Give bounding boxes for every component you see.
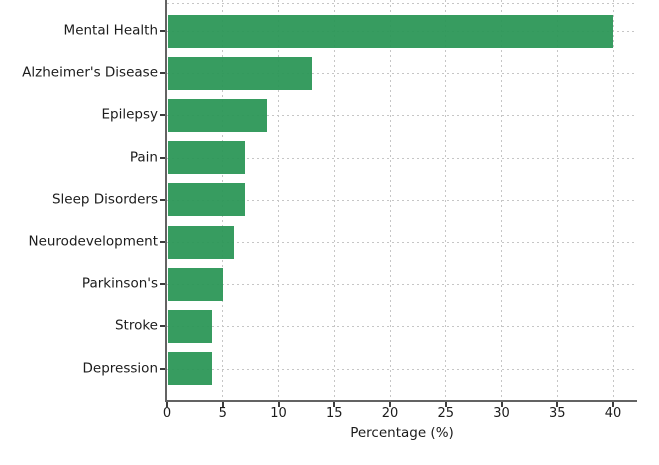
x-tick-label: 15	[325, 406, 343, 421]
x-tick-mark	[389, 402, 391, 407]
category-label: Depression	[82, 360, 158, 377]
y-tick-mark	[160, 283, 165, 286]
vertical-gridline	[501, 0, 502, 400]
category-label: Epilepsy	[101, 106, 159, 123]
category-label: Mental Health	[63, 22, 158, 39]
x-tick-mark	[166, 402, 168, 407]
horizontal-gridline	[167, 3, 637, 4]
vertical-gridline	[556, 0, 558, 400]
y-tick-mark	[160, 114, 165, 117]
bar	[168, 309, 212, 343]
x-tick-mark	[221, 402, 224, 407]
x-axis-title: Percentage (%)	[350, 425, 454, 441]
x-tick-mark	[277, 402, 280, 407]
vertical-gridline	[612, 0, 614, 400]
bar	[168, 225, 234, 259]
category-label: Parkinson's	[81, 275, 158, 292]
x-tick-label: 30	[493, 406, 510, 421]
bar	[168, 141, 246, 175]
x-tick-label: 25	[437, 406, 455, 421]
category-label: Sleep Disorders	[51, 191, 158, 208]
bar	[168, 352, 212, 386]
vertical-gridline	[445, 0, 447, 400]
vertical-gridline	[333, 0, 335, 400]
x-tick-label: 40	[604, 406, 622, 421]
category-label: Pain	[129, 149, 158, 166]
x-tick-label: 5	[218, 406, 227, 421]
y-axis-spine	[165, 0, 167, 402]
bar	[168, 267, 223, 301]
x-tick-label: 35	[548, 406, 566, 421]
x-tick-mark	[612, 402, 614, 407]
x-tick-mark	[333, 402, 336, 407]
horizontal-gridline	[167, 284, 637, 286]
bar	[168, 98, 268, 132]
bar	[168, 14, 613, 48]
vertical-gridline	[389, 0, 391, 400]
x-tick-label: 20	[381, 406, 399, 421]
horizontal-gridline	[167, 242, 637, 243]
horizontal-gridline	[167, 326, 637, 328]
horizontal-gridline	[167, 368, 637, 370]
x-tick-mark	[444, 402, 447, 407]
y-tick-mark	[160, 30, 165, 32]
y-tick-mark	[160, 198, 165, 201]
x-tick-label: 0	[162, 406, 172, 421]
y-tick-mark	[160, 72, 165, 75]
y-tick-mark	[160, 241, 165, 243]
y-tick-mark	[160, 156, 165, 159]
bar	[168, 56, 312, 90]
bar	[168, 183, 246, 217]
category-label: Alzheimer's Disease	[22, 64, 158, 81]
x-axis-spine	[165, 400, 637, 402]
y-tick-mark	[160, 325, 165, 328]
category-label: Stroke	[114, 317, 158, 334]
x-tick-label: 10	[270, 406, 287, 421]
x-tick-mark	[500, 402, 503, 407]
y-tick-mark	[160, 367, 165, 370]
x-tick-mark	[556, 402, 559, 407]
category-label: Neurodevelopment	[28, 233, 158, 250]
